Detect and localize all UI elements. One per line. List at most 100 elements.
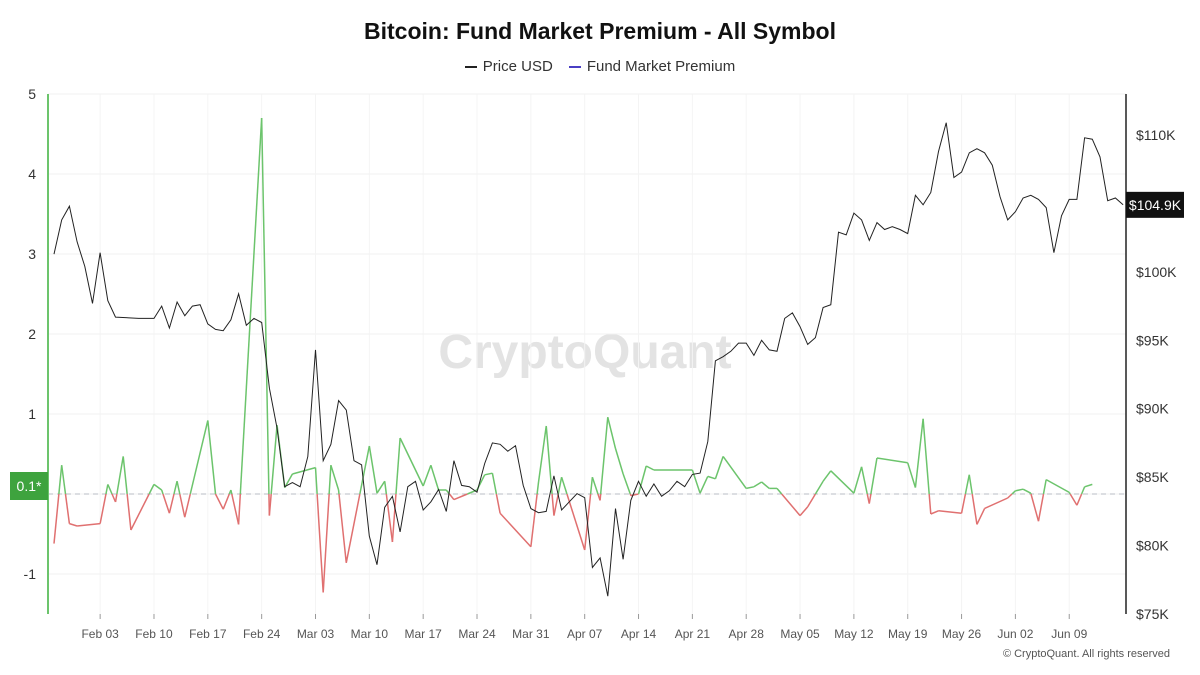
premium-segment bbox=[984, 497, 1009, 510]
left-tick-label: 2 bbox=[28, 326, 36, 342]
premium-segment bbox=[345, 493, 361, 563]
premium-segment bbox=[960, 493, 967, 514]
premium-segment bbox=[184, 493, 192, 518]
premium-segment bbox=[830, 470, 855, 494]
legend: Price USD Fund Market Premium bbox=[0, 58, 1200, 75]
x-tick-label: May 05 bbox=[780, 627, 820, 641]
premium-segment bbox=[230, 489, 233, 495]
premium-segment bbox=[160, 489, 164, 495]
premium-segment bbox=[448, 493, 455, 501]
premium-segment bbox=[938, 510, 962, 514]
premium-segment bbox=[930, 510, 939, 515]
right-tick-label: $85K bbox=[1136, 469, 1169, 485]
premium-segment bbox=[622, 473, 631, 495]
x-tick-label: Apr 21 bbox=[675, 627, 711, 641]
left-tick-label: -1 bbox=[24, 566, 37, 582]
premium-segment bbox=[60, 465, 67, 495]
premium-segment bbox=[148, 484, 155, 495]
premium-segment bbox=[368, 445, 378, 494]
premium-segment bbox=[214, 493, 224, 510]
premium-segment bbox=[566, 493, 586, 551]
premium-segment bbox=[914, 418, 924, 488]
premium-segment bbox=[545, 425, 553, 495]
left-tick-label: 3 bbox=[28, 246, 36, 262]
x-tick-label: May 26 bbox=[942, 627, 982, 641]
legend-label-premium: Fund Market Premium bbox=[586, 58, 736, 75]
premium-segment bbox=[453, 493, 468, 501]
x-tick-label: Apr 14 bbox=[621, 627, 657, 641]
premium-segment bbox=[207, 420, 217, 495]
x-tick-label: Mar 24 bbox=[458, 627, 496, 641]
premium-segment bbox=[614, 448, 624, 475]
premium-segment bbox=[537, 425, 547, 483]
x-tick-label: Mar 10 bbox=[351, 627, 389, 641]
premium-segment bbox=[629, 493, 632, 496]
premium-segment bbox=[976, 508, 986, 525]
premium-segment bbox=[814, 480, 824, 495]
premium-segment bbox=[876, 457, 908, 464]
premium-segment bbox=[868, 493, 872, 504]
premium-segment bbox=[637, 465, 647, 495]
premium-segment bbox=[1080, 486, 1086, 495]
premium-segment bbox=[607, 417, 617, 449]
premium-segment bbox=[116, 456, 124, 495]
premium-segment bbox=[376, 480, 386, 494]
premium-segment bbox=[76, 522, 101, 527]
premium-segment bbox=[799, 506, 809, 517]
premium-segment bbox=[330, 464, 340, 491]
premium-segment bbox=[484, 472, 493, 476]
premium-segment bbox=[722, 455, 747, 489]
premium-segment bbox=[99, 493, 107, 524]
premium-segment bbox=[971, 493, 978, 525]
premium-segment bbox=[268, 493, 272, 516]
premium-segment bbox=[58, 465, 63, 495]
right-tick-label: $80K bbox=[1136, 538, 1169, 554]
premium-segment bbox=[176, 481, 181, 495]
left-tick-label: 5 bbox=[28, 86, 36, 102]
premium-segment bbox=[860, 466, 868, 495]
premium-segment bbox=[499, 512, 532, 548]
premium-segment bbox=[491, 473, 498, 495]
x-tick-label: Feb 03 bbox=[81, 627, 119, 641]
premium-segment bbox=[553, 493, 559, 516]
premium-segment bbox=[122, 456, 128, 495]
premium-segment bbox=[399, 437, 424, 487]
premium-segment bbox=[560, 476, 568, 495]
premium-segment bbox=[968, 474, 973, 495]
premium-segment bbox=[383, 481, 388, 495]
premium-segment bbox=[753, 481, 762, 488]
premium-segment bbox=[64, 493, 71, 524]
legend-item-price[interactable]: Price USD bbox=[464, 58, 553, 75]
right-tick-label: $95K bbox=[1136, 332, 1169, 348]
premium-segment bbox=[551, 493, 555, 516]
premium-segment bbox=[105, 484, 109, 495]
premium-segment bbox=[714, 456, 724, 480]
premium-series bbox=[53, 117, 1093, 593]
x-tick-label: Jun 02 bbox=[997, 627, 1033, 641]
price-badge-bg bbox=[1126, 191, 1184, 218]
premium-segment bbox=[168, 493, 175, 514]
premium-segment bbox=[239, 117, 263, 495]
x-tick-label: Apr 28 bbox=[729, 627, 765, 641]
premium-segment bbox=[395, 437, 401, 495]
x-tick-label: Feb 17 bbox=[189, 627, 227, 641]
premium-segment bbox=[1030, 493, 1040, 522]
premium-segment bbox=[1007, 493, 1013, 499]
premium-segment bbox=[557, 477, 563, 495]
premium-segment bbox=[173, 481, 178, 495]
premium-segment bbox=[761, 481, 770, 489]
legend-item-premium[interactable]: Fund Market Premium bbox=[568, 58, 736, 75]
premium-segment bbox=[153, 483, 163, 491]
premium-segment bbox=[707, 475, 716, 480]
premium-segment bbox=[385, 493, 394, 543]
premium-segment bbox=[316, 493, 324, 593]
premium-segment bbox=[530, 493, 538, 547]
premium-segment bbox=[746, 486, 755, 490]
premium-segment bbox=[781, 493, 801, 517]
premium-segment bbox=[322, 493, 330, 593]
price-line bbox=[53, 122, 1124, 597]
premium-segment bbox=[284, 473, 294, 488]
premium-segment bbox=[69, 522, 78, 527]
premium-segment bbox=[922, 418, 930, 495]
